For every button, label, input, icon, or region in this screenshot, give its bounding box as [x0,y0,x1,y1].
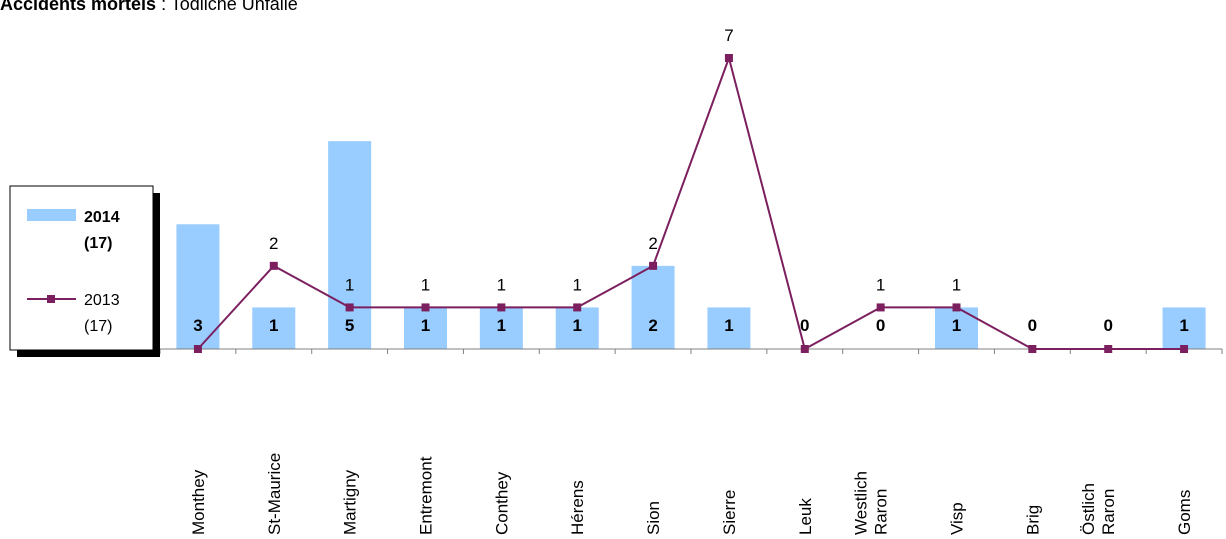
category-label: Brig [1023,505,1042,535]
category-label: Östlich [1079,483,1098,535]
category-label: Visp [948,502,967,535]
bar-6 [631,265,675,349]
line-series-2013 [193,54,1189,353]
line-value-label: 1 [572,275,581,294]
line-value-label: 1 [421,275,430,294]
bar-value-label: 0 [800,316,809,335]
category-label: Sierre [720,490,739,535]
line-marker [497,303,506,312]
bar-5 [555,307,599,349]
line-marker [269,261,278,270]
chart-title-normal: : Todliche Unfälle [156,0,298,14]
chart-title-bold: Accidents mortels [0,0,157,14]
bar-value-label: 1 [724,316,733,335]
legend-marker-2013 [47,295,55,303]
line-marker [421,303,430,312]
line-value-label: 2 [269,234,278,253]
bar-value-label: 1 [1179,316,1188,335]
bar-value-label: 5 [345,316,354,335]
bar-13 [1162,307,1206,349]
bar-0 [176,224,220,349]
category-label: St-Maurice [265,453,284,535]
bar-4 [479,307,523,349]
category-label: Sion [644,501,663,535]
legend-label-2013-line2: (17) [84,318,112,335]
category-label: Goms [1175,490,1194,535]
legend-label-2013-line1: 2013 [84,292,120,309]
category-label: Raron [872,489,891,535]
line-value-label: 1 [345,275,354,294]
category-label: Conthey [492,471,511,535]
line-marker [1104,345,1113,353]
legend-label-2014-line2: (17) [84,235,112,252]
line-2013 [197,54,1185,351]
line-marker [800,345,809,353]
bar-value-label: 0 [1103,316,1112,335]
line-marker [649,261,658,270]
bar-value-label: 1 [269,316,278,335]
category-labels: Monthey St-Maurice Martigny Entremont Conthe… [189,453,1194,535]
line-marker [876,303,885,312]
bar-value-label: 3 [193,316,202,335]
line-value-label: 1 [952,275,961,294]
chart-title: Accidents mortels : Todliche Unfälle [0,0,298,15]
line-value-labels: 2 1 1 1 1 2 7 1 1 [269,26,961,294]
category-label: Monthey [189,469,208,535]
bar-value-labels: 3 1 5 1 1 1 2 1 0 0 1 0 0 1 [193,316,1189,335]
line-marker [1180,345,1189,353]
bar-value-label: 1 [572,316,581,335]
line-value-label: 1 [876,275,885,294]
bar-value-label: 0 [876,316,885,335]
line-marker [193,345,202,353]
bar-value-label: 1 [421,316,430,335]
line-value-label: 1 [497,275,506,294]
category-label: Hérens [568,480,587,535]
category-label: Raron [1099,489,1118,535]
line-marker [345,303,354,312]
bar-series-2014 [176,141,1206,349]
legend: 2014 (17) 2013 (17) [9,185,160,357]
category-label: Westlich [852,471,871,535]
line-marker [724,54,733,62]
bar-value-label: 1 [952,316,961,335]
category-label: Leuk [796,498,815,535]
line-value-label: 2 [648,234,657,253]
legend-label-2014-line1: 2014 [84,209,120,226]
bar-value-label: 1 [497,316,506,335]
line-value-label: 7 [724,26,733,45]
line-marker [573,303,582,312]
bar-3 [404,307,447,349]
bar-7 [707,307,751,349]
line-marker [1028,345,1037,353]
category-label: Entremont [417,456,436,535]
legend-swatch-2014 [27,209,76,221]
bar-value-label: 2 [648,316,657,335]
category-label: Martigny [341,469,360,535]
bar-value-label: 0 [1028,316,1037,335]
bar-2 [328,141,372,349]
line-marker [952,303,961,312]
bar-1 [252,307,296,349]
